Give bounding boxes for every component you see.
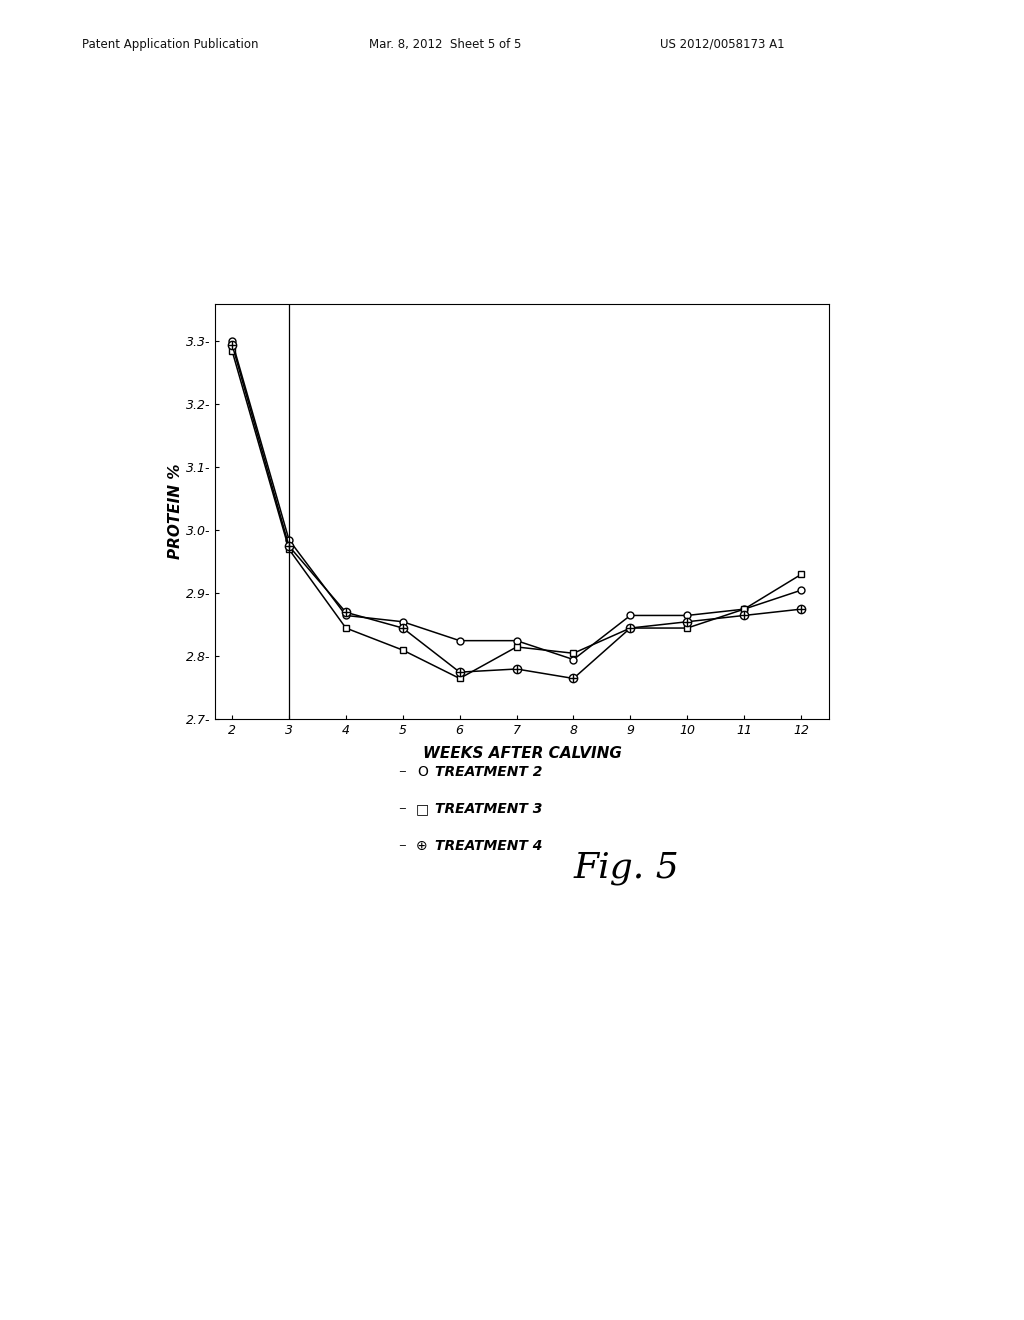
Text: ─: ─ [399,841,406,851]
Text: TREATMENT 3: TREATMENT 3 [435,803,543,816]
Text: ─: ─ [399,804,406,814]
Text: Mar. 8, 2012  Sheet 5 of 5: Mar. 8, 2012 Sheet 5 of 5 [369,37,521,50]
Text: US 2012/0058173 A1: US 2012/0058173 A1 [660,37,785,50]
Text: TREATMENT 4: TREATMENT 4 [435,840,543,853]
Text: ⊕: ⊕ [416,840,427,853]
Text: TREATMENT 2: TREATMENT 2 [435,766,543,779]
Text: Patent Application Publication: Patent Application Publication [82,37,258,50]
Text: O: O [417,766,428,779]
Text: ─: ─ [399,767,406,777]
Text: □: □ [416,803,429,816]
X-axis label: WEEKS AFTER CALVING: WEEKS AFTER CALVING [423,746,622,760]
Y-axis label: PROTEIN %: PROTEIN % [168,463,183,560]
Text: Fig. 5: Fig. 5 [573,851,679,886]
